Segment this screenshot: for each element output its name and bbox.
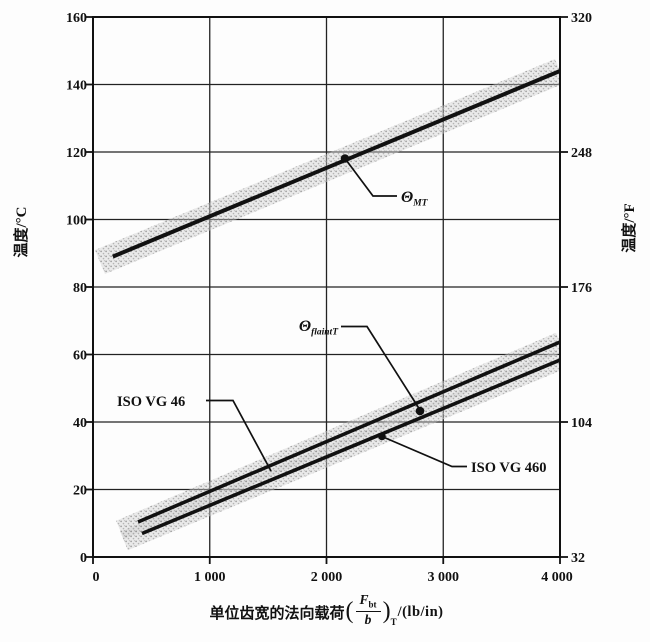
y-right-tick-label: 320	[571, 11, 592, 26]
x-axis-title-fraction: Fbt b	[355, 591, 381, 627]
x-axis-title-outer-sub: T	[390, 617, 397, 627]
x-axis-title-close: ) T	[382, 598, 397, 627]
fraction-numerator: F	[359, 591, 369, 607]
iso-vg-46-label: ISO VG 46	[117, 394, 185, 410]
x-tick-label: 1 000	[194, 570, 226, 585]
theta-mt-line	[112, 69, 560, 259]
x-axis-title: 单位齿宽的法向载荷(Fbt b) T/(lb/in)	[93, 588, 560, 636]
fraction-numerator-sub: bt	[368, 599, 377, 610]
iso-vg-46-line	[137, 340, 560, 524]
y-right-axis-title: 温度/°F	[620, 203, 638, 252]
y-left-tick-label: 20	[73, 484, 87, 499]
y-right-tick-label: 32	[571, 551, 585, 566]
y-left-tick-label: 160	[66, 11, 87, 26]
x-tick-label: 4 000	[541, 570, 573, 585]
theta-mt-marker-dot	[340, 154, 350, 163]
iso-vg-460-leader	[381, 435, 467, 468]
fraction-denominator: b	[364, 611, 372, 627]
iso-vg-460-label: ISO VG 460	[471, 460, 546, 476]
theta-flaint-leader	[341, 325, 421, 411]
y-left-tick-label: 120	[66, 146, 87, 161]
y-left-tick-label: 60	[73, 349, 87, 364]
x-tick-label: 3 000	[428, 570, 460, 585]
y-left-tick-label: 0	[80, 551, 87, 566]
theta-mt-leader	[344, 157, 397, 197]
iso-vg-46-leader	[206, 399, 272, 472]
y-left-tick-label: 40	[73, 416, 87, 431]
x-axis-title-close-paren: )	[382, 598, 391, 624]
x-tick-label: 0	[93, 570, 100, 585]
y-right-tick-label: 176	[571, 281, 592, 296]
x-axis-title-prefix: 单位齿宽的法向载荷	[209, 605, 345, 622]
x-axis-title-suffix: /(lb/in)	[397, 603, 444, 620]
y-right-tick-label: 104	[571, 416, 592, 431]
y-left-tick-label: 100	[66, 214, 87, 229]
theta-mt-label: ΘMT	[401, 189, 429, 209]
axis-ticks	[85, 16, 568, 564]
theta-flaint-marker-dot	[415, 406, 425, 416]
y-right-tick-label: 248	[571, 146, 592, 161]
theta-flaint-label: ΘflaintT	[299, 318, 339, 338]
iso-vg-460-line	[141, 358, 560, 536]
y-left-tick-label: 140	[66, 79, 87, 94]
x-axis-title-open-paren: (	[345, 598, 354, 624]
x-tick-label: 2 000	[311, 570, 343, 585]
annotation-leaders	[206, 157, 467, 472]
y-left-tick-label: 80	[73, 281, 87, 296]
y-left-axis-title: 温度/°C	[12, 207, 30, 258]
iso-vg-460-marker-dot	[378, 432, 386, 441]
